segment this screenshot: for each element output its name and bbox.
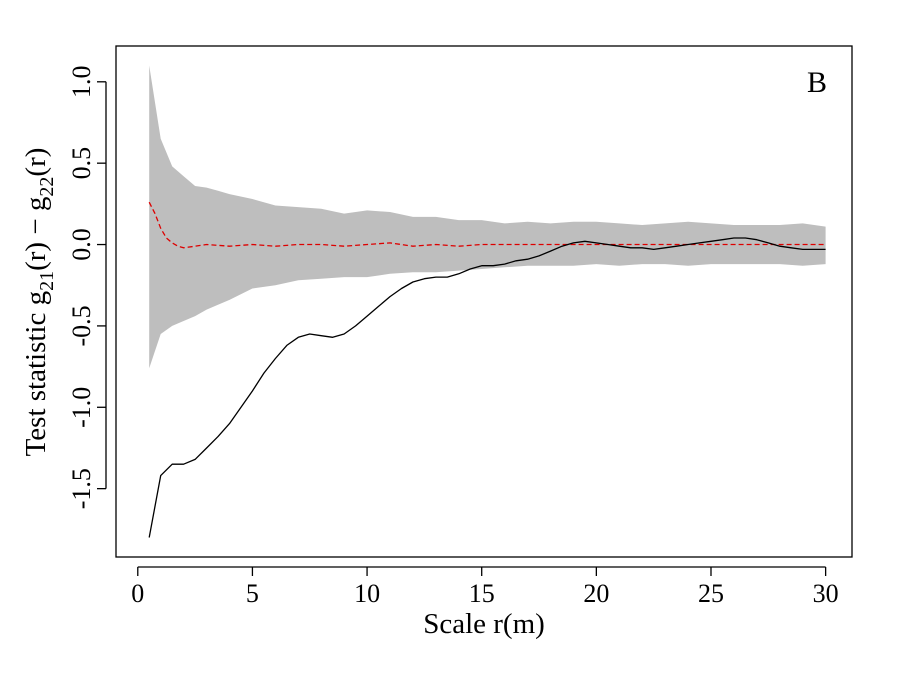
x-axis: 0 5 10 15 20 25 30 [131, 566, 839, 608]
y-tick-label-1.0: 1.0 [67, 66, 96, 99]
y-tick-label-0.5: 0.5 [67, 147, 96, 180]
x-tick-label-5: 5 [246, 579, 259, 608]
observed-line [148, 237, 826, 538]
envelope-layer [149, 65, 826, 369]
y-tick-label--0.5: -0.5 [67, 305, 96, 346]
y-title-subscript-2: 22 [36, 177, 58, 197]
x-tick-label-0: 0 [131, 579, 144, 608]
panel-label: B [807, 66, 827, 99]
y-tick-label--1.0: -1.0 [67, 387, 96, 428]
y-title-subscript-1: 21 [36, 271, 58, 291]
y-title-middle: (r) − g [20, 197, 52, 271]
plot-frame [115, 45, 853, 558]
x-axis-title: Scale r(m) [423, 608, 545, 640]
x-tick-label-25: 25 [698, 579, 724, 608]
y-axis: -1.5 -1.0 -0.5 0.0 0.5 1.0 [67, 66, 107, 509]
y-title-prefix: Test statistic g [20, 291, 52, 457]
x-tick-label-30: 30 [813, 579, 839, 608]
y-title-suffix: (r) [20, 148, 52, 177]
y-axis-title: Test statistic g21(r) − g22(r) [20, 148, 58, 457]
x-tick-label-20: 20 [583, 579, 609, 608]
x-tick-label-15: 15 [469, 579, 495, 608]
x-tick-label-10: 10 [354, 579, 380, 608]
y-tick-label-0.0: 0.0 [67, 228, 96, 260]
y-tick-label--1.5: -1.5 [67, 468, 96, 509]
envelope-band [149, 65, 826, 369]
observed-line-layer [148, 237, 826, 538]
